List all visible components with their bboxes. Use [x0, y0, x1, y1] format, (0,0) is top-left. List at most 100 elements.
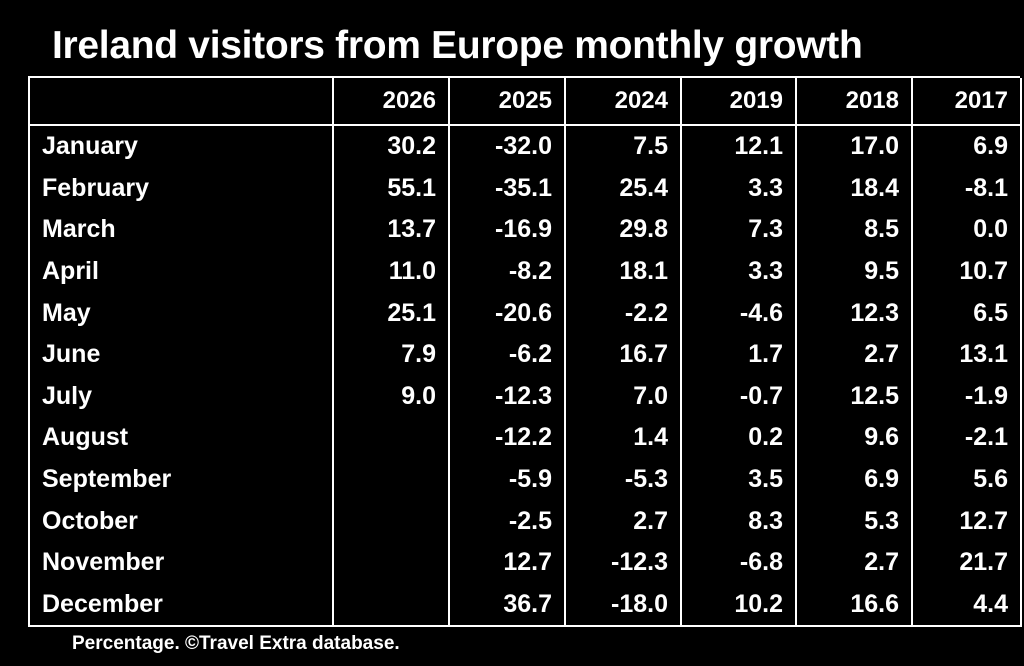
value-cell: 8.5 [795, 209, 913, 251]
value-cell: 25.1 [332, 292, 450, 334]
month-label: April [28, 250, 334, 293]
table-row: August -12.2 1.4 0.2 9.6 -2.1 [28, 417, 1022, 459]
value-cell: -12.3 [448, 375, 566, 418]
value-cell: -12.3 [564, 541, 682, 584]
header-year-cell: 2019 [680, 78, 797, 126]
value-cell: 3.3 [680, 167, 797, 210]
table-row: July 9.0 -12.3 7.0 -0.7 12.5 -1.9 [28, 375, 1022, 418]
month-label: March [28, 209, 334, 251]
value-cell [332, 417, 450, 459]
value-cell: -35.1 [448, 167, 566, 210]
value-cell: 8.3 [680, 500, 797, 542]
value-cell: 21.7 [911, 541, 1022, 584]
value-cell: 36.7 [448, 583, 566, 628]
value-cell: 12.3 [795, 292, 913, 334]
value-cell: 6.5 [911, 292, 1022, 334]
value-cell: 6.9 [911, 125, 1022, 168]
value-cell: 11.0 [332, 250, 450, 293]
value-cell: -12.2 [448, 417, 566, 459]
value-cell: -20.6 [448, 292, 566, 334]
value-cell: 7.9 [332, 333, 450, 376]
month-label: December [28, 583, 334, 628]
month-label: May [28, 292, 334, 334]
value-cell: 10.7 [911, 250, 1022, 293]
table-row: May 25.1 -20.6 -2.2 -4.6 12.3 6.5 [28, 292, 1022, 334]
value-cell: -6.2 [448, 333, 566, 376]
value-cell: 17.0 [795, 125, 913, 168]
value-cell: -4.6 [680, 292, 797, 334]
value-cell: 13.1 [911, 333, 1022, 376]
table-row: March 13.7 -16.9 29.8 7.3 8.5 0.0 [28, 209, 1022, 251]
header-corner-cell [28, 78, 334, 126]
header-year-cell: 2026 [332, 78, 450, 126]
header-year-cell: 2024 [564, 78, 682, 126]
value-cell: 5.3 [795, 500, 913, 542]
value-cell: -5.9 [448, 458, 566, 501]
page-title: Ireland visitors from Europe monthly gro… [52, 24, 863, 67]
month-label: August [28, 417, 334, 459]
value-cell: 7.5 [564, 125, 682, 168]
value-cell: 12.5 [795, 375, 913, 418]
table-row: December 36.7 -18.0 10.2 16.6 4.4 [28, 583, 1022, 628]
value-cell: -2.1 [911, 417, 1022, 459]
value-cell: -32.0 [448, 125, 566, 168]
header-year-cell: 2017 [911, 78, 1022, 126]
value-cell: -0.7 [680, 375, 797, 418]
month-label: July [28, 375, 334, 418]
value-cell: 1.4 [564, 417, 682, 459]
value-cell: 13.7 [332, 209, 450, 251]
value-cell: 7.0 [564, 375, 682, 418]
value-cell: 0.0 [911, 209, 1022, 251]
table-row: November 12.7 -12.3 -6.8 2.7 21.7 [28, 541, 1022, 584]
value-cell: 12.7 [911, 500, 1022, 542]
value-cell [332, 583, 450, 628]
value-cell: 55.1 [332, 167, 450, 210]
month-label: November [28, 541, 334, 584]
value-cell: 18.1 [564, 250, 682, 293]
title-divider [28, 76, 1020, 78]
value-cell: 10.2 [680, 583, 797, 628]
table-row: June 7.9 -6.2 16.7 1.7 2.7 13.1 [28, 333, 1022, 376]
value-cell: 16.6 [795, 583, 913, 628]
value-cell: 9.6 [795, 417, 913, 459]
source-footnote: Percentage. ©Travel Extra database. [72, 633, 400, 654]
value-cell: 9.0 [332, 375, 450, 418]
value-cell: 9.5 [795, 250, 913, 293]
value-cell: 2.7 [564, 500, 682, 542]
value-cell: -16.9 [448, 209, 566, 251]
value-cell: -1.9 [911, 375, 1022, 418]
value-cell: 4.4 [911, 583, 1022, 628]
value-cell: -2.2 [564, 292, 682, 334]
value-cell: 5.6 [911, 458, 1022, 501]
value-cell: 2.7 [795, 541, 913, 584]
value-cell: 12.1 [680, 125, 797, 168]
growth-table: 2026 2025 2024 2019 2018 2017 January 30… [28, 78, 1022, 628]
table-row: April 11.0 -8.2 18.1 3.3 9.5 10.7 [28, 250, 1022, 293]
table-row: September -5.9 -5.3 3.5 6.9 5.6 [28, 458, 1022, 501]
month-label: June [28, 333, 334, 376]
value-cell: -5.3 [564, 458, 682, 501]
month-label: September [28, 458, 334, 501]
value-cell: 2.7 [795, 333, 913, 376]
header-year-cell: 2018 [795, 78, 913, 126]
value-cell: -8.1 [911, 167, 1022, 210]
table-row: February 55.1 -35.1 25.4 3.3 18.4 -8.1 [28, 167, 1022, 210]
value-cell: 1.7 [680, 333, 797, 376]
month-label: October [28, 500, 334, 542]
value-cell: 29.8 [564, 209, 682, 251]
month-label: January [28, 125, 334, 168]
value-cell: 18.4 [795, 167, 913, 210]
value-cell [332, 500, 450, 542]
value-cell: 0.2 [680, 417, 797, 459]
value-cell: 7.3 [680, 209, 797, 251]
value-cell: 12.7 [448, 541, 566, 584]
header-row: 2026 2025 2024 2019 2018 2017 [28, 78, 1022, 126]
value-cell: -8.2 [448, 250, 566, 293]
value-cell: 30.2 [332, 125, 450, 168]
month-label: February [28, 167, 334, 210]
value-cell: -6.8 [680, 541, 797, 584]
value-cell: 3.3 [680, 250, 797, 293]
value-cell: -18.0 [564, 583, 682, 628]
value-cell [332, 458, 450, 501]
header-year-cell: 2025 [448, 78, 566, 126]
